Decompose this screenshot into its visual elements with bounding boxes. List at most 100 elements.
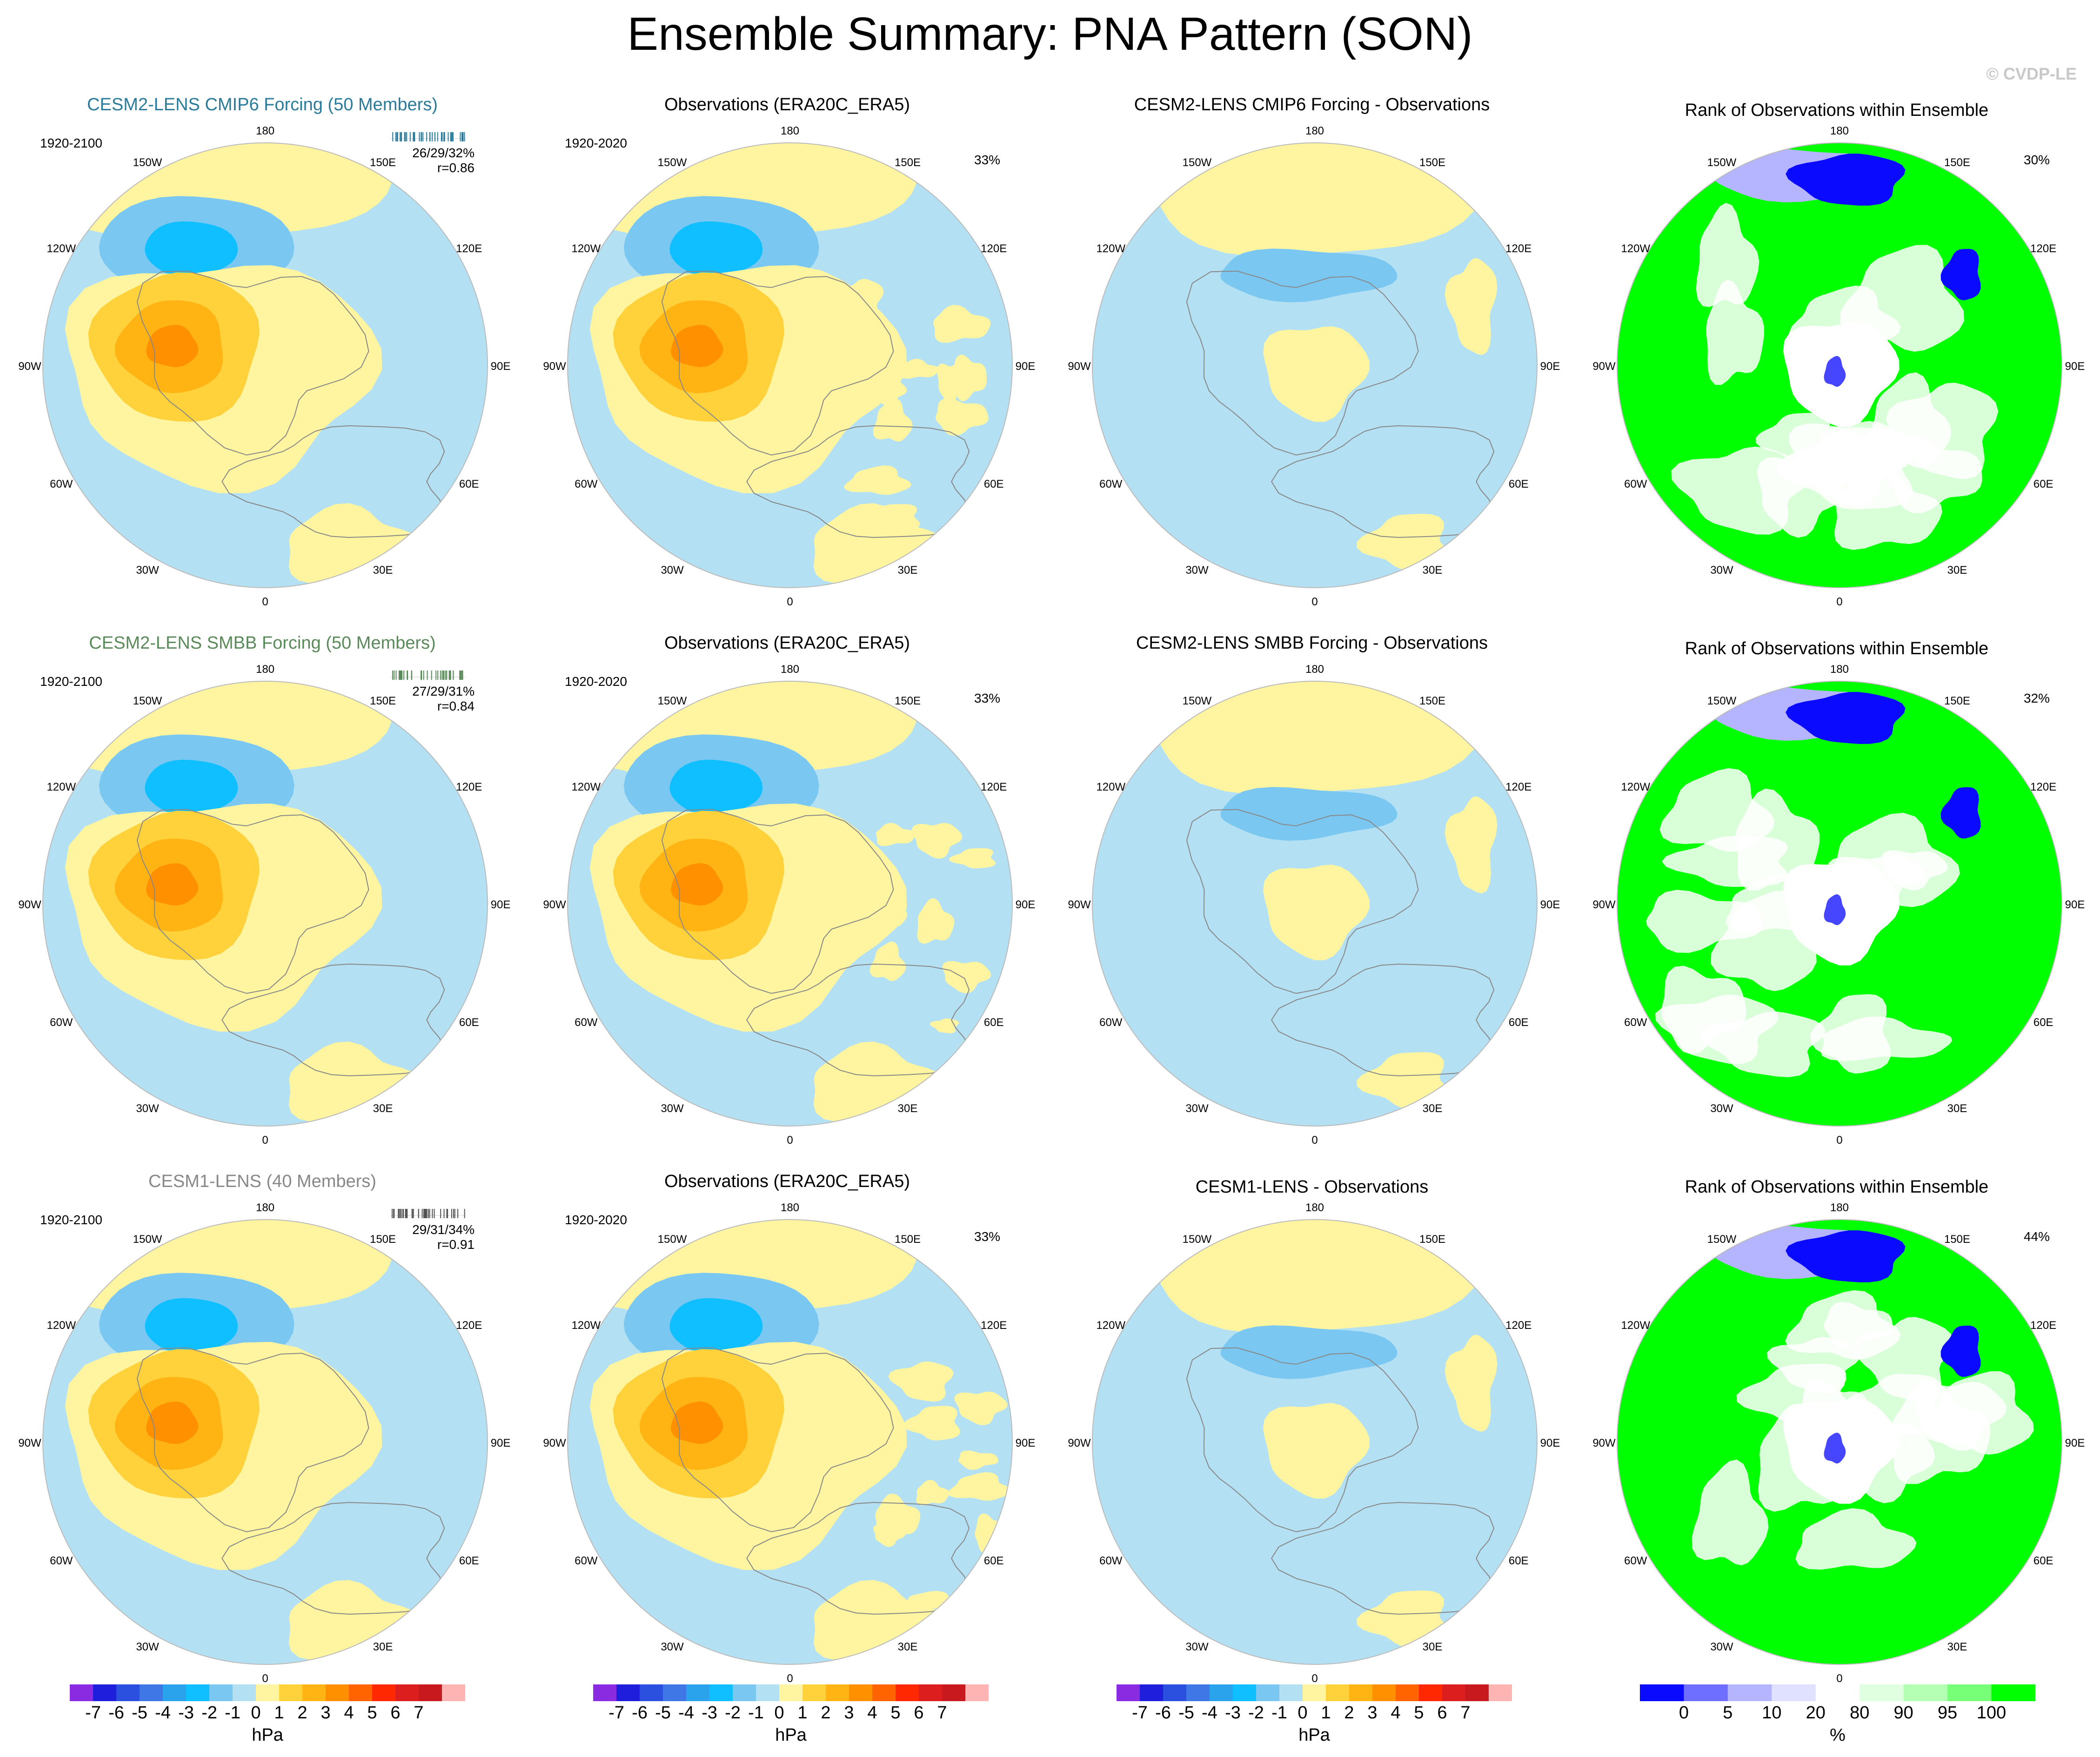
longitude-label: 120E [1505, 1319, 1532, 1332]
positive-anomaly [1357, 1052, 1449, 1109]
colorbar-swatches [1117, 1684, 1512, 1701]
colorbar-swatch [1372, 1684, 1396, 1701]
longitude-label: 60E [984, 478, 1004, 490]
negative-anomaly [145, 221, 238, 278]
panel-title: Rank of Observations within Ensemble [1685, 639, 1989, 658]
positive-anomaly [146, 863, 199, 906]
rank-white-region [1777, 427, 1913, 510]
positive-anomaly [671, 1402, 723, 1444]
polar-map: 180 150E 120E 90E 60E 30E 0 30W 60W 90W 120W 150W [543, 663, 1035, 1147]
member-ticks [391, 1209, 465, 1218]
colorbar-swatches [70, 1684, 466, 1701]
colorbar-tick-label: 2 [821, 1703, 831, 1723]
colorbar-tick-label: -5 [132, 1703, 147, 1723]
longitude-label: 120E [2030, 242, 2056, 255]
colorbar-unit: hPa [252, 1725, 283, 1745]
colorbar-swatch [593, 1684, 617, 1701]
longitude-label: 60E [984, 1016, 1004, 1029]
pattern-stats: 27/29/31% r=0.84 [381, 667, 475, 714]
positive-anomaly [671, 325, 723, 368]
year-range: 1920-2100 [40, 136, 102, 150]
rank-white-region [1921, 1371, 2034, 1455]
colorbar-swatch [965, 1684, 989, 1701]
colorbar-swatch [663, 1684, 687, 1701]
rank-white-region [1696, 202, 1759, 307]
longitude-label: 150W [1707, 695, 1737, 707]
colorbar-tick-label: 1 [1321, 1703, 1331, 1723]
rank-blue-region [1786, 154, 1906, 206]
colorbar-swatch [1640, 1684, 1684, 1701]
colorbar-tick-label: 3 [1367, 1703, 1378, 1723]
panel-title: CESM1-LENS (40 Members) [148, 1172, 376, 1191]
pct-variance: 33% [974, 691, 1001, 705]
rank-blue-region [1824, 1432, 1846, 1464]
longitude-label: 90E [1540, 360, 1560, 373]
longitude-label: 150W [133, 1233, 162, 1246]
pct-variance: 44% [2024, 1229, 2050, 1244]
longitude-label: 150E [1419, 1233, 1445, 1246]
map-border [1092, 142, 1538, 588]
colorbar-unit: % [1830, 1725, 1846, 1745]
longitude-label: 120W [47, 781, 76, 793]
longitude-label: 90W [1592, 899, 1616, 911]
row3-obs-panel: Observations (ERA20C_ERA5) 1920-2020 33%… [525, 1170, 1050, 1708]
positive-anomaly [937, 363, 966, 405]
map-border [1617, 1219, 2062, 1665]
longitude-label: 150E [1944, 1233, 1970, 1246]
row2-rank-panel: Rank of Observations within Ensemble 32%… [1574, 631, 2099, 1170]
longitude-label: 90E [2065, 1437, 2085, 1449]
pct-variance: 33% [974, 153, 1001, 167]
panel-title: Rank of Observations within Ensemble [1685, 101, 1989, 120]
longitude-label: 120W [47, 242, 76, 255]
colorbar-swatch [372, 1684, 396, 1701]
colorbar-swatch [326, 1684, 349, 1701]
longitude-label: 180 [1305, 125, 1324, 137]
longitude-label: 90W [18, 360, 41, 373]
longitude-label: 150E [1419, 156, 1445, 169]
map-border [42, 142, 488, 588]
polar-map: 180 150E 120E 90E 60E 30E 0 30W 60W 90W 120W 150W [1068, 125, 1560, 608]
longitude-label: 180 [256, 663, 274, 676]
longitude-label: 180 [781, 1201, 799, 1214]
polar-map: 180 150E 120E 90E 60E 30E 0 30W 60W 90W 120W 150W [1068, 1201, 1560, 1685]
colorbar-tick-label: 95 [1937, 1703, 1958, 1723]
positive-anomaly [869, 941, 906, 981]
longitude-label: 60E [984, 1555, 1004, 1567]
longitude-label: 180 [1830, 1201, 1849, 1214]
rank-blue-region [1940, 787, 1981, 839]
positive-anomaly [1263, 1403, 1370, 1499]
positive-anomaly [936, 398, 989, 436]
longitude-label: 150W [133, 695, 162, 707]
longitude-label: 30E [373, 1641, 393, 1653]
rank-white-region [1823, 1301, 1893, 1348]
colorbar-tick-label: -2 [1248, 1703, 1264, 1723]
longitude-label: 150W [1183, 695, 1212, 707]
longitude-label: 90E [2065, 360, 2085, 373]
colorbar-tick-label: -5 [655, 1703, 671, 1723]
positive-anomaly [671, 863, 723, 906]
year-range: 1920-2020 [565, 674, 627, 689]
coastline [136, 270, 369, 456]
colorbar-swatch [779, 1684, 803, 1701]
longitude-label: 60W [1099, 478, 1123, 490]
map-border [567, 142, 1013, 588]
polar-map: 180 150E 120E 90E 60E 30E 0 30W 60W 90W 120W 150W [1592, 1201, 2085, 1685]
rank-blue-region [1824, 894, 1846, 925]
positive-anomaly [1445, 1335, 1498, 1432]
rank-white-region [1820, 1016, 1953, 1061]
longitude-label: 90W [1592, 360, 1616, 373]
polar-map: 180 150E 120E 90E 60E 30E 0 30W 60W 90W 120W 150W [1592, 663, 2085, 1147]
longitude-label: 30W [136, 1641, 159, 1653]
panel-title: Rank of Observations within Ensemble [1685, 1177, 1989, 1197]
longitude-label: 30E [898, 1641, 918, 1653]
longitude-label: 0 [1836, 596, 1842, 608]
colorbar-swatch [849, 1684, 873, 1701]
row2-obs-panel: Observations (ERA20C_ERA5) 1920-2020 33%… [525, 631, 1050, 1170]
colorbar-tick-label: 3 [321, 1703, 331, 1723]
colorbar-tick-label: -3 [178, 1703, 194, 1723]
longitude-label: 60W [50, 478, 73, 490]
longitude-label: 90E [491, 899, 511, 911]
colorbar-swatch [1684, 1684, 1728, 1701]
colorbar-swatch [1326, 1684, 1350, 1701]
longitude-label: 120W [47, 1319, 76, 1332]
